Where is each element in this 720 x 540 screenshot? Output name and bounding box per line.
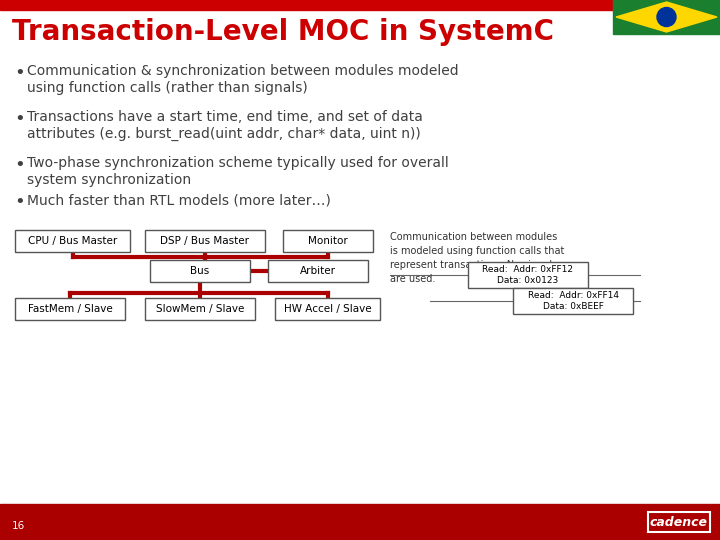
Bar — [0, 0, 720, 10]
Bar — [468, 262, 588, 288]
Text: Read:  Addr: 0xFF14
Data: 0xBEEF: Read: Addr: 0xFF14 Data: 0xBEEF — [528, 291, 618, 310]
Bar — [513, 288, 633, 314]
Text: Read:  Addr: 0xFF12
Data: 0x0123: Read: Addr: 0xFF12 Data: 0x0123 — [482, 265, 574, 285]
Bar — [648, 512, 710, 532]
Bar — [15, 298, 125, 320]
Text: DSP / Bus Master: DSP / Bus Master — [161, 236, 250, 246]
Text: cadence: cadence — [650, 516, 708, 529]
Polygon shape — [616, 2, 717, 32]
Bar — [145, 230, 265, 252]
Circle shape — [657, 8, 676, 26]
Text: Transaction-Level MOC in SystemC: Transaction-Level MOC in SystemC — [12, 18, 554, 46]
Bar — [0, 504, 720, 540]
Text: •: • — [14, 110, 24, 128]
Text: CPU / Bus Master: CPU / Bus Master — [28, 236, 117, 246]
Text: Communication & synchronization between modules modeled: Communication & synchronization between … — [27, 64, 459, 78]
Bar — [275, 298, 380, 320]
Text: •: • — [14, 156, 24, 174]
Text: FastMem / Slave: FastMem / Slave — [27, 304, 112, 314]
Text: Much faster than RTL models (more later…): Much faster than RTL models (more later…… — [27, 193, 331, 207]
Bar — [268, 260, 368, 282]
Text: attributes (e.g. burst_read(uint addr, char* data, uint n)): attributes (e.g. burst_read(uint addr, c… — [27, 127, 420, 141]
Text: Communication between modules
is modeled using function calls that
represent tra: Communication between modules is modeled… — [390, 232, 564, 284]
Text: Two-phase synchronization scheme typically used for overall: Two-phase synchronization scheme typical… — [27, 156, 449, 170]
Text: Transactions have a start time, end time, and set of data: Transactions have a start time, end time… — [27, 110, 423, 124]
Bar — [145, 298, 255, 320]
Text: using function calls (rather than signals): using function calls (rather than signal… — [27, 81, 307, 95]
Bar — [613, 0, 720, 34]
Text: Arbiter: Arbiter — [300, 266, 336, 276]
Text: HW Accel / Slave: HW Accel / Slave — [284, 304, 372, 314]
Bar — [15, 230, 130, 252]
Bar — [150, 260, 250, 282]
Text: •: • — [14, 193, 24, 211]
Bar — [283, 230, 373, 252]
Text: SlowMem / Slave: SlowMem / Slave — [156, 304, 244, 314]
Text: •: • — [14, 64, 24, 82]
Text: system synchronization: system synchronization — [27, 173, 191, 187]
Text: 16: 16 — [12, 521, 25, 531]
Text: Bus: Bus — [190, 266, 210, 276]
Text: Monitor: Monitor — [308, 236, 348, 246]
